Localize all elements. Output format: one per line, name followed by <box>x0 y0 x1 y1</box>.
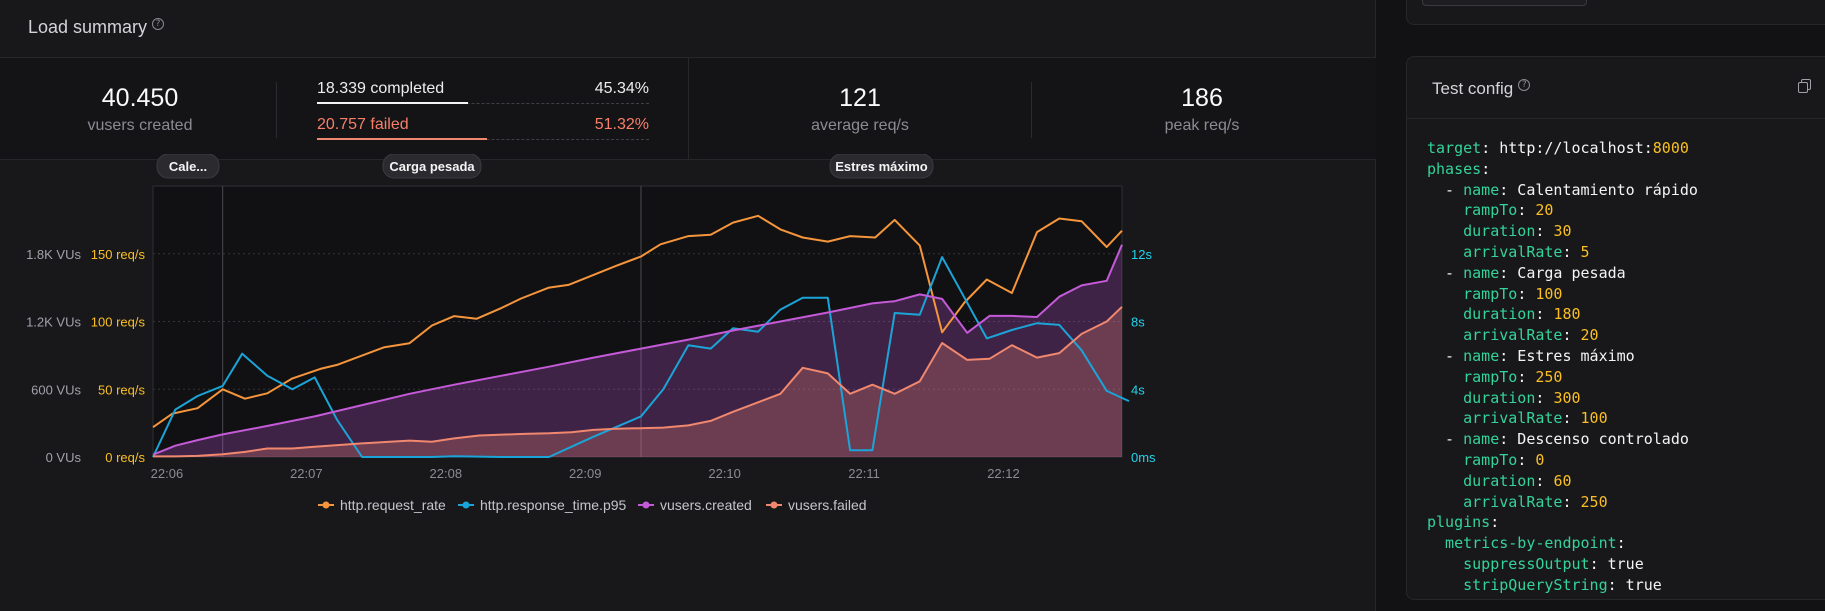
average-rps-label: average req/s <box>811 117 909 134</box>
legend-item[interactable]: vusers.created <box>660 497 752 513</box>
y-tick-req: 50 req/s <box>98 382 145 397</box>
legend-item[interactable]: http.request_rate <box>340 497 446 513</box>
config-line: rampTo: 20 <box>1427 201 1554 220</box>
phase-pill <box>382 154 482 179</box>
y-tick-ms: 4s <box>1131 382 1145 397</box>
config-line: arrivalRate: 20 <box>1427 326 1599 345</box>
config-line: rampTo: 100 <box>1427 284 1563 303</box>
config-line: - name: Descenso controlado <box>1427 430 1689 449</box>
config-line: plugins: <box>1427 513 1500 532</box>
completed-label: 18.339 completed <box>317 80 445 97</box>
config-line: rampTo: 250 <box>1427 367 1563 386</box>
http.response_time.p95-line <box>152 256 1130 458</box>
legend-marker <box>642 501 650 509</box>
load-summary-panel: Load summary? 40.450 vusers created 18.3… <box>0 0 1376 611</box>
load-summary-header: Load summary? <box>0 0 1376 58</box>
legend-marker <box>322 501 330 509</box>
divider <box>1031 82 1032 138</box>
config-line: duration: 60 <box>1427 471 1572 490</box>
y-tick-vus: 1.2K VUs <box>26 315 81 330</box>
x-tick-label: 22:09 <box>569 466 602 481</box>
completed-bar <box>317 102 468 104</box>
average-rps-value: 121 <box>839 84 881 112</box>
test-config-title: Test config? <box>1432 79 1531 99</box>
peak-rps-stat: 186 peak req/s <box>1102 84 1302 135</box>
y-tick-vus: 1.8K VUs <box>26 247 81 262</box>
y-tick-ms: 0ms <box>1131 450 1156 465</box>
vusers-created-value: 40.450 <box>101 84 179 112</box>
config-line: arrivalRate: 100 <box>1427 409 1608 428</box>
config-line: - name: Estres máximo <box>1427 346 1635 365</box>
legend-item[interactable]: http.response_time.p95 <box>480 497 627 513</box>
config-line: stripQueryString: true <box>1427 575 1662 594</box>
config-line: - name: Calentamiento rápido <box>1427 180 1698 199</box>
failed-label: 20.757 failed <box>317 116 409 133</box>
vusers.failed-line <box>153 306 1123 458</box>
config-line: suppressOutput: true <box>1427 554 1644 573</box>
summary-stats: 40.450 vusers created 18.339 completed 4… <box>0 58 1376 160</box>
peak-rps-label: peak req/s <box>1164 117 1240 134</box>
completed-percent: 45.34% <box>594 80 649 97</box>
x-tick-label: 22:07 <box>290 466 323 481</box>
completed-row: 18.339 completed 45.34% <box>317 80 649 106</box>
failed-row: 20.757 failed 51.32% <box>317 116 649 142</box>
help-icon[interactable]: ? <box>1518 79 1531 91</box>
http.request_rate-line <box>152 214 1123 429</box>
y-tick-vus: 0 VUs <box>46 450 82 465</box>
config-line: rampTo: 0 <box>1427 450 1545 469</box>
y-tick-ms: 8s <box>1131 315 1145 330</box>
y-tick-req: 0 req/s <box>105 450 145 465</box>
x-tick-label: 22:10 <box>708 466 741 481</box>
divider <box>688 58 689 160</box>
completed-track <box>317 103 649 104</box>
config-line: - name: Carga pesada <box>1427 263 1626 282</box>
y-tick-ms: 12s <box>1131 247 1152 262</box>
failed-bar <box>317 138 488 140</box>
phase-pill <box>156 154 220 179</box>
legend-item[interactable]: vusers.failed <box>788 497 867 513</box>
vusers.created-line <box>152 244 1123 456</box>
phase-label: Carga pesada <box>389 159 475 174</box>
y-tick-req: 150 req/s <box>91 247 146 262</box>
test-config-header: Test config? <box>1407 57 1825 119</box>
x-tick-label: 22:08 <box>430 466 463 481</box>
y-tick-req: 100 req/s <box>91 315 146 330</box>
top-card-button[interactable] <box>1422 0 1587 6</box>
right-panel: Test config? target: http://localhost:80… <box>1376 0 1825 611</box>
config-line: arrivalRate: 5 <box>1427 242 1590 261</box>
help-icon[interactable]: ? <box>152 18 165 30</box>
legend-marker <box>770 501 778 509</box>
divider <box>276 82 277 138</box>
copy-icon[interactable] <box>1798 79 1812 93</box>
peak-rps-value: 186 <box>1181 84 1223 112</box>
phase-label: Estres máximo <box>835 159 928 174</box>
config-line: target: http://localhost:8000 <box>1427 139 1689 157</box>
config-line: duration: 30 <box>1427 222 1572 241</box>
config-line: phases: <box>1427 159 1491 178</box>
failed-percent: 51.32% <box>594 116 649 133</box>
x-tick-label: 22:12 <box>987 466 1020 481</box>
x-tick-label: 22:11 <box>848 466 880 481</box>
test-config-card: Test config? target: http://localhost:80… <box>1406 56 1825 600</box>
phase-label: Cale... <box>169 159 207 174</box>
config-line: metrics-by-endpoint: <box>1427 534 1626 553</box>
config-code-block[interactable]: target: http://localhost:8000 phases: - n… <box>1427 138 1698 596</box>
average-rps-stat: 121 average req/s <box>760 84 960 135</box>
config-line: duration: 180 <box>1427 305 1581 324</box>
vusers-created-label: vusers created <box>87 117 193 134</box>
config-line: arrivalRate: 250 <box>1427 492 1608 511</box>
y-tick-vus: 600 VUs <box>31 382 81 397</box>
config-line: duration: 300 <box>1427 388 1581 407</box>
load-chart[interactable]: 0 VUs 600 VUs 1.2K VUs 1.8K VUs 0 req/s 50 re… <box>0 154 1376 611</box>
phase-pill <box>829 154 934 179</box>
vusers.failed-area <box>153 306 1122 457</box>
x-tick-label: 22:06 <box>151 466 184 481</box>
vusers-created-stat: 40.450 vusers created <box>40 84 240 135</box>
load-summary-title: Load summary? <box>28 17 165 38</box>
legend-marker <box>462 501 470 509</box>
